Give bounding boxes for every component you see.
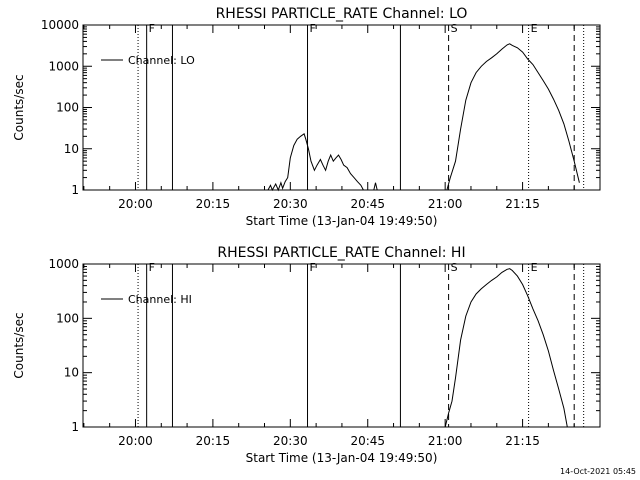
marker-label: F: [310, 261, 316, 274]
x-tick-label: 20:30: [273, 434, 308, 448]
y-axis-label: Counts/sec: [12, 312, 26, 378]
x-axis-label: Start Time (13-Jan-04 19:49:50): [246, 451, 438, 465]
legend-entry: Channel: LO: [128, 54, 195, 67]
x-tick-label: 21:00: [428, 197, 463, 211]
marker-label: F: [310, 22, 316, 35]
y-tick-label: 100: [56, 101, 79, 115]
marker-label: E: [531, 22, 538, 35]
chart-title: RHESSI PARTICLE_RATE Channel: LO: [216, 6, 468, 22]
x-tick-label: 20:00: [118, 434, 153, 448]
y-tick-label: 1: [71, 183, 79, 197]
y-tick-label: 1000: [48, 257, 79, 271]
series-line: [373, 182, 378, 191]
x-tick-label: 20:00: [118, 197, 153, 211]
marker-label: S: [451, 22, 458, 35]
x-tick-label: 21:15: [505, 434, 540, 448]
chart-panel-lo: RHESSI PARTICLE_RATE Channel: LO Start Ti…: [12, 6, 601, 228]
x-tick-label: 20:30: [273, 197, 308, 211]
chart-title: RHESSI PARTICLE_RATE Channel: HI: [217, 245, 465, 261]
y-tick-label: 100: [56, 311, 79, 325]
y-axis-label: Counts/sec: [12, 74, 26, 140]
y-tick-label: 10000: [41, 18, 79, 32]
x-tick-label: 21:15: [505, 197, 540, 211]
y-tick-label: 10: [64, 142, 79, 156]
marker-label: E: [531, 261, 538, 274]
series-line: [444, 268, 568, 428]
x-tick-label: 20:45: [350, 434, 385, 448]
chart-panel-hi: RHESSI PARTICLE_RATE Channel: HI Start Ti…: [12, 245, 601, 465]
legend-entry: Channel: HI: [128, 293, 192, 306]
y-tick-label: 10: [64, 366, 79, 380]
marker-label: F: [149, 22, 155, 35]
y-tick-label: 1: [71, 420, 79, 434]
x-tick-label: 21:00: [428, 434, 463, 448]
marker-label: F: [149, 261, 155, 274]
series-line: [446, 43, 580, 191]
x-axis-label: Start Time (13-Jan-04 19:49:50): [246, 214, 438, 228]
marker-label: S: [451, 261, 458, 274]
x-tick-label: 20:45: [350, 197, 385, 211]
y-tick-label: 1000: [48, 59, 79, 73]
series-line: [267, 132, 364, 192]
footer-timestamp: 14-Oct-2021 05:45: [560, 467, 636, 476]
x-tick-label: 20:15: [196, 434, 231, 448]
x-tick-label: 20:15: [196, 197, 231, 211]
